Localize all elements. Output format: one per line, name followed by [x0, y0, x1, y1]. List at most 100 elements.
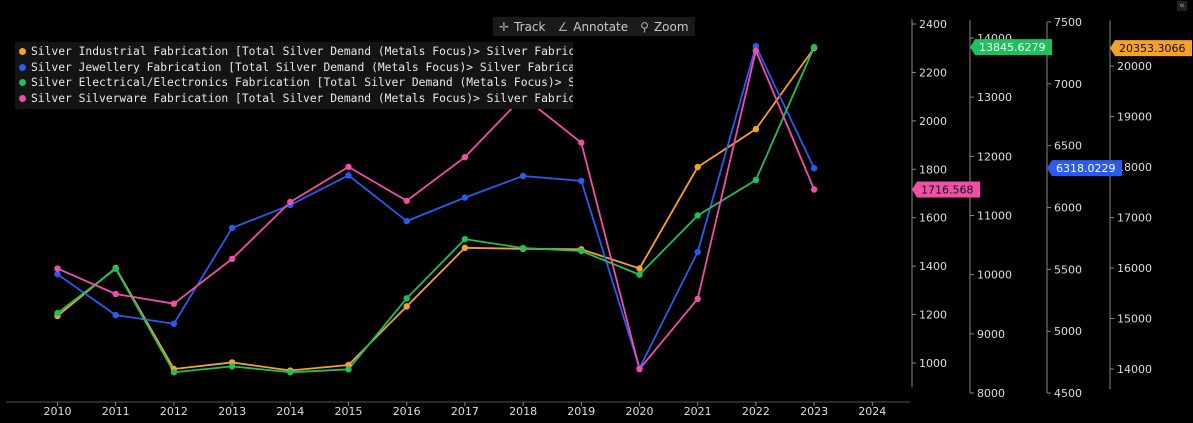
x-tick-label-2010: 2010: [44, 405, 72, 418]
badge-label: 6318.0229: [1056, 162, 1116, 175]
point-silverware-2019[interactable]: [578, 139, 585, 146]
track-label: Track: [514, 19, 546, 34]
point-silverware-2011[interactable]: [112, 290, 119, 298]
axis4-tick-label-15000: 15000: [1117, 313, 1152, 326]
point-electrical-2014[interactable]: [287, 369, 294, 376]
point-industrial-2020[interactable]: [636, 265, 643, 272]
point-electrical-2019[interactable]: [578, 247, 585, 255]
axis2-tick-label-9000: 9000: [977, 328, 1005, 341]
point-silverware-2017[interactable]: [461, 153, 469, 161]
zoom-button[interactable]: ⚲ Zoom: [634, 17, 694, 36]
point-silverware-2013[interactable]: [228, 255, 236, 263]
point-industrial-2022[interactable]: [752, 125, 760, 133]
legend-marker: [19, 95, 26, 103]
axis2-tick-label-12000: 12000: [977, 150, 1012, 163]
point-jewellery-2013[interactable]: [228, 224, 236, 232]
point-electrical-2011[interactable]: [112, 265, 119, 272]
axis4-tick-label-14000: 14000: [1117, 363, 1152, 376]
collapse-icon[interactable]: «: [1177, 1, 1187, 11]
point-industrial-2021[interactable]: [694, 163, 701, 171]
badge-label: 1716.568: [921, 183, 974, 196]
legend-label: Silver Electrical/Electronics Fabricatio…: [31, 76, 573, 90]
legend-item-jewellery[interactable]: Silver Jewellery Fabrication [Total Silv…: [19, 60, 573, 76]
point-jewellery-2016[interactable]: [403, 217, 410, 225]
point-industrial-2015[interactable]: [345, 361, 352, 369]
point-jewellery-2023[interactable]: [810, 164, 818, 172]
legend-marker: [19, 79, 26, 87]
legend-label: Silver Jewellery Fabrication [Total Silv…: [31, 60, 573, 74]
x-tick-label-2020: 2020: [626, 405, 654, 418]
axis2-tick-label-11000: 11000: [977, 210, 1012, 223]
x-tick-label-2021: 2021: [684, 405, 712, 418]
legend-item-electrical[interactable]: Silver Electrical/Electronics Fabricatio…: [19, 75, 573, 91]
x-tick-label-2017: 2017: [451, 405, 479, 418]
point-electrical-2023[interactable]: [810, 43, 818, 51]
chart-toolbar: ✛ Track ∠ Annotate ⚲ Zoom: [493, 17, 695, 36]
point-silverware-2022[interactable]: [752, 47, 760, 54]
point-jewellery-2018[interactable]: [519, 172, 527, 180]
pencil-icon: ∠: [557, 19, 569, 34]
point-silverware-2016[interactable]: [403, 197, 410, 204]
point-electrical-2012[interactable]: [170, 369, 178, 376]
point-electrical-2016[interactable]: [403, 295, 410, 302]
legend-marker: [19, 63, 26, 71]
series-line-industrial: [56, 47, 815, 372]
axis3-tick-label-4500: 4500: [1054, 387, 1082, 400]
x-tick-label-2024: 2024: [858, 405, 886, 418]
point-silverware-2010[interactable]: [54, 265, 61, 272]
point-electrical-2018[interactable]: [519, 244, 527, 252]
axis3-tick-label-6500: 6500: [1054, 140, 1082, 153]
point-electrical-2021[interactable]: [694, 212, 701, 219]
series-points: [54, 42, 818, 376]
point-jewellery-2021[interactable]: [694, 248, 701, 256]
point-silverware-2021[interactable]: [694, 295, 701, 303]
point-jewellery-2019[interactable]: [578, 177, 585, 185]
point-silverware-2012[interactable]: [170, 300, 178, 307]
legend-label: Silver Industrial Fabrication [Total Sil…: [31, 45, 573, 58]
annotate-button[interactable]: ∠ Annotate: [551, 17, 634, 36]
last-value-badge-jewellery: 6318.0229: [1047, 160, 1123, 177]
point-industrial-2017[interactable]: [461, 244, 469, 251]
axis3-tick-label-5500: 5500: [1054, 263, 1082, 276]
point-industrial-2016[interactable]: [403, 303, 410, 310]
axis1-tick-label-2200: 2200: [919, 66, 947, 79]
axis4-tick-label-16000: 16000: [1117, 262, 1152, 275]
point-electrical-2022[interactable]: [752, 176, 760, 184]
axis1-tick-label-1800: 1800: [919, 163, 947, 176]
point-electrical-2010[interactable]: [54, 309, 61, 317]
point-jewellery-2017[interactable]: [461, 194, 469, 201]
y-axes: 1000 1200 1400 1600 1800 2000 2200 2400 8000 9000…: [911, 16, 1152, 400]
point-electrical-2013[interactable]: [228, 363, 236, 370]
point-jewellery-2010[interactable]: [54, 271, 61, 278]
x-tick-label-2018: 2018: [509, 405, 537, 418]
x-tick-label-2012: 2012: [160, 405, 188, 418]
badge-shape: [1047, 160, 1123, 177]
point-jewellery-2022[interactable]: [752, 42, 760, 50]
legend-item-silverware[interactable]: Silver Silverware Fabrication [Total Sil…: [19, 91, 573, 107]
point-electrical-2017[interactable]: [461, 235, 469, 243]
badge-shape: [912, 181, 981, 198]
zoom-label: Zoom: [653, 19, 689, 34]
point-electrical-2015[interactable]: [345, 366, 352, 373]
last-value-badges: 20353.3066 6318.0229 13845.6279 1716.568: [912, 39, 1192, 198]
chart-legend[interactable]: Silver Industrial Fabrication [Total Sil…: [15, 42, 573, 110]
point-silverware-2014[interactable]: [287, 198, 294, 206]
point-jewellery-2015[interactable]: [345, 172, 352, 179]
series-lines: [56, 45, 815, 374]
series-line-silverware: [57, 49, 815, 370]
axis1-tick-label-2000: 2000: [919, 115, 947, 128]
x-tick-label-2022: 2022: [742, 405, 770, 418]
point-silverware-2015[interactable]: [345, 163, 352, 171]
axis2-tick-label-10000: 10000: [977, 269, 1012, 282]
legend-item-industrial[interactable]: Silver Industrial Fabrication [Total Sil…: [19, 44, 573, 60]
badge-shape: [1110, 40, 1192, 57]
point-jewellery-2012[interactable]: [170, 320, 178, 327]
point-silverware-2023[interactable]: [810, 186, 818, 193]
point-electrical-2020[interactable]: [636, 271, 643, 278]
track-button[interactable]: ✛ Track: [493, 17, 551, 36]
point-jewellery-2011[interactable]: [112, 311, 119, 319]
point-silverware-2020[interactable]: [636, 365, 643, 373]
axis3-tick-label-5000: 5000: [1054, 325, 1082, 338]
axis1-tick-label-1200: 1200: [919, 309, 947, 322]
